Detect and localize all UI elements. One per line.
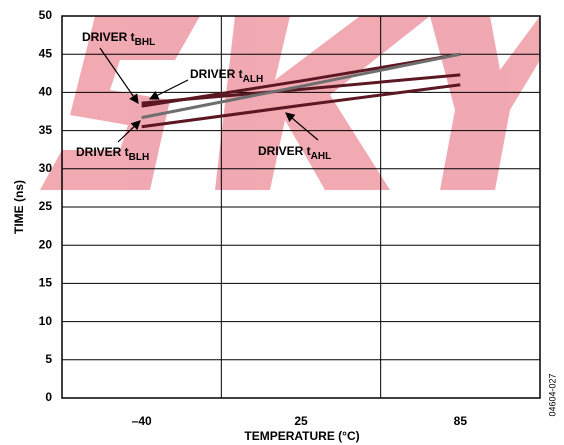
y-tick-label: 30 [39,161,53,175]
annotation-sub: BLH [129,152,150,163]
series-line [141,83,461,129]
annotation: DRIVER tALH [190,67,263,84]
annotation: DRIVER tAHL [258,144,331,161]
series-line [141,73,461,105]
annotation-arrow [148,79,189,100]
y-tick-label: 5 [45,352,52,366]
y-tick-label: 10 [39,314,53,328]
annotation-arrow [285,112,319,141]
x-axis-title: TEMPERATURE (°C) [244,429,359,443]
annotation-sub: AHL [311,151,332,162]
x-tick-label: –40 [132,414,152,428]
y-tick-label: 0 [45,390,52,404]
annotation-arrow [117,120,141,143]
y-axis-title: TIME (ns) [12,180,26,234]
y-tick-label: 40 [39,85,53,99]
y-tick-label: 45 [39,46,53,60]
x-tick-label: 25 [294,414,308,428]
annotation-text: DRIVER t [258,144,311,158]
annotation-sub: BHL [135,37,156,48]
annotation-text: DRIVER t [190,67,243,81]
y-tick-label: 20 [39,237,53,251]
side-note: 04604-027 [547,373,557,416]
y-tick-label: 25 [39,199,53,213]
annotation: DRIVER tBHL [82,30,155,47]
annotation-arrow [99,47,139,104]
annotation-text: DRIVER t [76,145,129,159]
series-line [141,52,461,120]
y-tick-label: 50 [39,8,53,22]
plot-frame [61,15,541,399]
y-tick-label: 15 [39,276,53,290]
annotation-sub: ALH [243,74,264,85]
y-tick-label: 35 [39,123,53,137]
x-tick-label: 85 [454,414,468,428]
annotation-text: DRIVER t [82,30,135,44]
annotation: DRIVER tBLH [76,145,149,162]
